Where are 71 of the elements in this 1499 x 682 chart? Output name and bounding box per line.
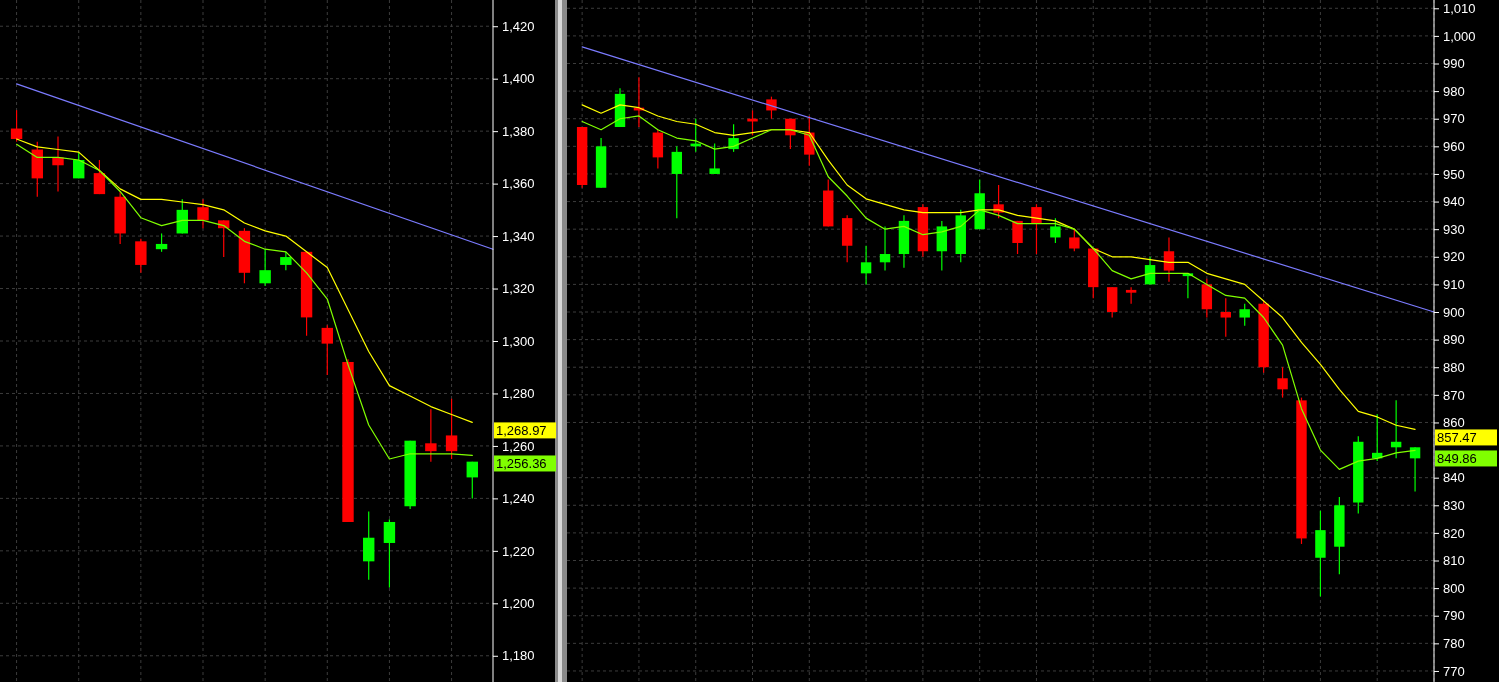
candlestick (1220, 297, 1231, 338)
y-tick-label: 1,240 (502, 491, 535, 507)
candlestick (860, 245, 872, 285)
y-tick-label: 1,320 (502, 281, 535, 297)
y-tick-label: 810 (1443, 553, 1465, 569)
y-tick-label: 780 (1443, 636, 1465, 651)
data-label: 849.86 (1437, 451, 1477, 467)
y-tick-label: 920 (1443, 249, 1465, 265)
candlestick (10, 109, 23, 143)
candlestick (1239, 303, 1250, 327)
candlestick (425, 408, 437, 463)
y-tick-label: 930 (1443, 221, 1465, 237)
candlestick (466, 461, 478, 499)
candlestick (363, 510, 375, 581)
y-tick-label: 1,260 (502, 438, 535, 454)
candlestick (709, 142, 720, 175)
candlestick (280, 251, 292, 271)
candlestick (197, 198, 209, 229)
y-tick-label: 1,220 (502, 543, 535, 559)
candlestick (93, 159, 106, 195)
y-tick-label: 980 (1443, 83, 1465, 99)
y-tick-label: 950 (1443, 166, 1465, 182)
y-tick-label: 830 (1443, 497, 1465, 513)
candlestick (879, 225, 891, 272)
y-tick-label: 1,400 (502, 71, 535, 87)
y-tick-label: 960 (1443, 139, 1465, 154)
candlestick (1277, 366, 1288, 399)
candlestick (383, 518, 396, 589)
y-tick-label: 970 (1443, 111, 1465, 127)
y-tick-label: 1,340 (502, 228, 535, 244)
data-label: 857.47 (1437, 430, 1477, 446)
y-tick-label: 900 (1443, 304, 1465, 320)
candlestick (135, 238, 147, 274)
candlestick (73, 151, 85, 179)
data-label: 1,256.36 (496, 456, 547, 472)
y-tick-label: 1,420 (502, 18, 535, 34)
candlestick (259, 248, 271, 287)
y-tick-label: 1,380 (502, 123, 535, 139)
candlestick (671, 145, 682, 219)
candlestick (1050, 217, 1061, 244)
y-tick-label: 1,180 (502, 648, 535, 664)
y-tick-label: 1,360 (502, 176, 535, 192)
candlestick (321, 324, 333, 376)
data-label: 1,268.97 (496, 423, 547, 439)
y-tick-label: 820 (1443, 525, 1465, 541)
y-tick-label: 860 (1443, 415, 1465, 431)
y-tick-label: 870 (1443, 387, 1465, 403)
y-tick-label: 1,000 (1443, 28, 1476, 44)
y-tick-label: 840 (1443, 470, 1465, 486)
y-tick-label: 1,200 (502, 595, 535, 611)
y-tick-label: 880 (1443, 359, 1465, 375)
candlestick (1163, 236, 1175, 283)
candlestick (445, 398, 458, 460)
y-tick-label: 910 (1443, 277, 1465, 293)
y-tick-label: 1,280 (502, 386, 535, 402)
candlestick (1125, 286, 1137, 305)
y-tick-label: 790 (1443, 608, 1465, 624)
y-tick-label: 800 (1443, 580, 1465, 596)
y-tick-label: 990 (1443, 56, 1465, 72)
candlestick (1031, 203, 1042, 255)
candlestick (155, 232, 168, 253)
y-tick-label: 890 (1443, 332, 1465, 348)
candlestick (52, 135, 64, 193)
y-tick-label: 770 (1443, 663, 1465, 679)
y-tick-label: 1,010 (1443, 0, 1476, 16)
candlestick (766, 96, 777, 120)
candlestick (993, 184, 1004, 219)
candlestick (176, 198, 188, 235)
y-tick-label: 1,300 (502, 333, 535, 349)
y-tick-label: 940 (1443, 194, 1465, 210)
candlestick (1069, 228, 1080, 252)
